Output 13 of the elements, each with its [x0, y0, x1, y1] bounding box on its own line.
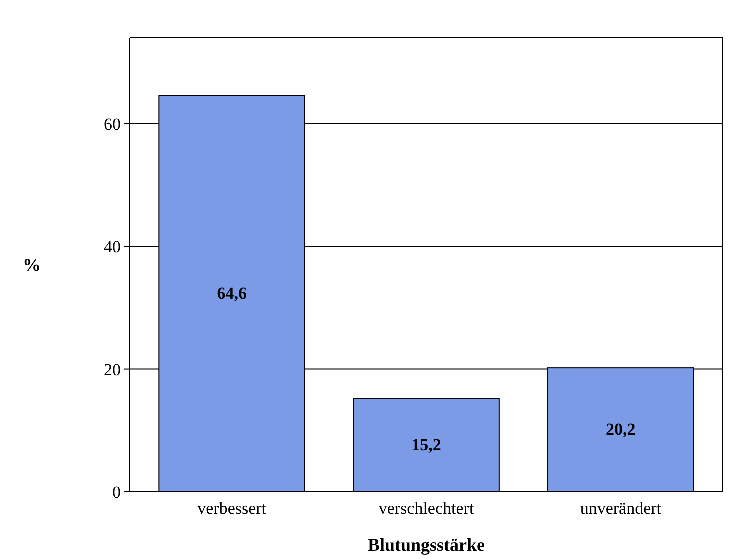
data-label: 64,6	[217, 284, 247, 303]
x-tick-label: verschlechtert	[378, 499, 474, 518]
bar	[353, 398, 500, 492]
data-label: 20,2	[606, 420, 636, 440]
x-tick-label: unverändert	[580, 499, 662, 518]
x-tick-label: verbessert	[198, 499, 267, 518]
y-tick-label: 0	[112, 483, 121, 502]
data-label: 15,2	[412, 435, 442, 454]
y-tick-label: 20	[104, 360, 121, 380]
y-tick-label: 60	[104, 114, 121, 134]
y-axis-title: %	[23, 255, 41, 275]
x-axis-title: Blutungsstärke	[368, 535, 486, 555]
y-tick-label: 40	[104, 238, 121, 257]
